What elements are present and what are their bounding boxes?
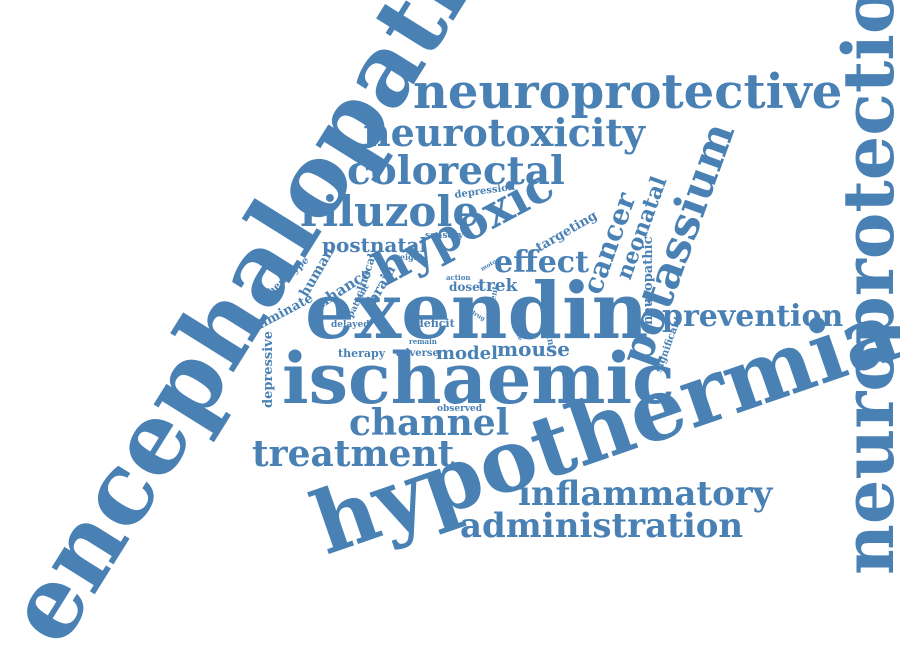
word-neurotoxicity: neurotoxicity	[363, 110, 646, 155]
word-channel: channel	[349, 402, 509, 444]
word-riluzole: riluzole	[300, 187, 479, 236]
word-postnatal: postnatal	[322, 233, 428, 257]
word-sensory: sensory	[425, 231, 464, 241]
word-trek: trek	[478, 276, 519, 296]
word-therapy: therapy	[338, 347, 386, 360]
word-weight: weight	[392, 252, 423, 262]
word-treatment: treatment	[252, 433, 455, 475]
word-deficit: deficit	[416, 317, 456, 330]
word-action: action	[446, 273, 470, 282]
word-neuroprotection: neuroprotection	[827, 0, 900, 575]
word-effect: effect	[494, 245, 589, 280]
word-prevention: prevention	[662, 299, 843, 334]
word-remain: remain	[409, 337, 437, 346]
word-ischaemic: ischaemic	[282, 337, 675, 420]
word-administration: administration	[460, 506, 743, 546]
word-observed: observed	[437, 404, 483, 414]
word-inflammatory: inflammatory	[518, 474, 774, 514]
word-depressive: depressive	[261, 331, 276, 408]
word-adverse: adverse	[396, 348, 439, 359]
word-mouse: mouse	[497, 337, 570, 361]
word-neuropathic: neuropathic	[641, 236, 656, 325]
word-exendin: exendin	[305, 266, 648, 357]
word-model: model	[436, 343, 498, 364]
word-dose: dose	[449, 280, 480, 294]
word-colorectal: colorectal	[347, 148, 565, 194]
word-neuroprotective: neuroprotective	[413, 64, 842, 120]
word-delayed: delayed	[331, 320, 370, 330]
